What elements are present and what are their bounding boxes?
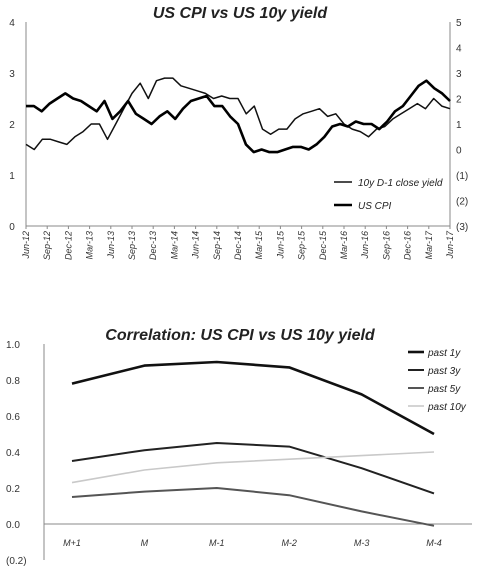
chart1-legend-label: 10y D-1 close yield xyxy=(358,178,443,189)
chart1-x-tick: Jun-17 xyxy=(445,230,455,260)
chart1-right-tick: 3 xyxy=(456,69,462,80)
chart1-x-tick: Dec-13 xyxy=(148,231,158,260)
chart2-legend-label: past 10y xyxy=(427,402,467,413)
chart2-y-tick: (0.2) xyxy=(6,556,27,566)
chart1-x-tick: Mar-15 xyxy=(254,230,264,259)
chart1-right-tick: 4 xyxy=(456,44,462,55)
chart1-right-tick: (1) xyxy=(456,171,468,182)
chart1-series-line-0 xyxy=(25,77,451,151)
cpi-vs-yield-chart: US CPI vs US 10y yield 0 1 2 3 4 (3) (2) (1) 0 1 2 3… xyxy=(9,5,468,260)
chart1-x-tick: Jun-12 xyxy=(21,231,31,260)
chart1-x-tick: Mar-13 xyxy=(85,231,95,259)
chart2-legend-label: past 1y xyxy=(427,348,461,359)
chart1-series-line-1 xyxy=(26,79,451,154)
chart2-category-label: M-3 xyxy=(354,538,370,548)
chart1-right-tick: 2 xyxy=(456,95,462,106)
chart1-x-tick: Sep-14 xyxy=(212,231,222,260)
correlation-svg: Correlation: US CPI vs US 10y yield 1.0 0.… xyxy=(6,327,472,566)
chart1-left-tick: 3 xyxy=(9,69,15,80)
chart1-x-tick: Jun-14 xyxy=(191,231,201,260)
chart1-x-tick: Mar-16 xyxy=(339,231,349,259)
chart1-right-tick: 0 xyxy=(456,146,462,157)
chart2-y-tick: 0.4 xyxy=(6,448,20,459)
chart2-y-tick: 0.0 xyxy=(6,520,20,531)
chart2-category-label: M xyxy=(141,538,149,548)
chart1-x-tick: Dec-15 xyxy=(318,230,328,260)
chart1-x-tick: Sep-15 xyxy=(297,230,307,260)
cpi-vs-yield-svg: US CPI vs US 10y yield 0 1 2 3 4 (3) (2) (1) 0 1 2 3… xyxy=(9,5,468,260)
chart1-right-tick: (3) xyxy=(456,222,468,233)
chart2-series-line-0 xyxy=(71,360,435,436)
chart2-y-tick: 0.8 xyxy=(6,376,20,387)
chart1-x-tick: Jun-15 xyxy=(275,230,285,260)
chart1-left-tick: 2 xyxy=(9,120,15,131)
chart1-x-tick: Jun-16 xyxy=(360,231,370,260)
chart2-y-tick: 1.0 xyxy=(6,340,20,351)
chart2-legend-label: past 5y xyxy=(427,384,461,395)
chart2-category-label: M+1 xyxy=(63,538,81,548)
chart1-x-tick: Dec-14 xyxy=(233,231,243,260)
chart1-x-tick: Dec-16 xyxy=(403,231,413,260)
chart1-x-tick: Jun-13 xyxy=(106,231,116,260)
chart1-x-tick: Sep-12 xyxy=(42,231,52,260)
chart1-x-tick: Mar-14 xyxy=(169,231,179,259)
chart1-left-tick: 1 xyxy=(9,171,15,182)
chart1-right-tick: 1 xyxy=(456,120,462,131)
chart2-category-label: M-2 xyxy=(281,538,297,548)
chart2-category-label: M-1 xyxy=(209,538,225,548)
correlation-chart: Correlation: US CPI vs US 10y yield 1.0 0.… xyxy=(0,300,480,566)
chart1-x-tick: Dec-12 xyxy=(63,231,73,260)
chart1-x-tick: Sep-16 xyxy=(381,231,391,260)
chart2-y-tick: 0.6 xyxy=(6,412,20,423)
chart1-left-tick: 4 xyxy=(9,18,15,29)
chart2-category-label: M-4 xyxy=(426,538,442,548)
chart2-series-line-1 xyxy=(71,442,435,495)
chart2-series-line-3 xyxy=(71,451,435,484)
chart1-x-tick: Mar-17 xyxy=(424,230,434,259)
chart2-legend-label: past 3y xyxy=(427,366,461,377)
chart1-x-tick: Sep-13 xyxy=(127,231,137,260)
chart2-y-tick: 0.2 xyxy=(6,484,20,495)
chart1-legend-label: US CPI xyxy=(358,201,392,212)
chart2-series-line-2 xyxy=(71,487,435,527)
chart1-left-tick: 0 xyxy=(9,222,15,233)
chart1-right-tick: 5 xyxy=(456,18,462,29)
chart1-title: US CPI vs US 10y yield xyxy=(153,5,329,22)
chart1-right-tick: (2) xyxy=(456,197,468,208)
chart2-title: Correlation: US CPI vs US 10y yield xyxy=(105,327,376,344)
